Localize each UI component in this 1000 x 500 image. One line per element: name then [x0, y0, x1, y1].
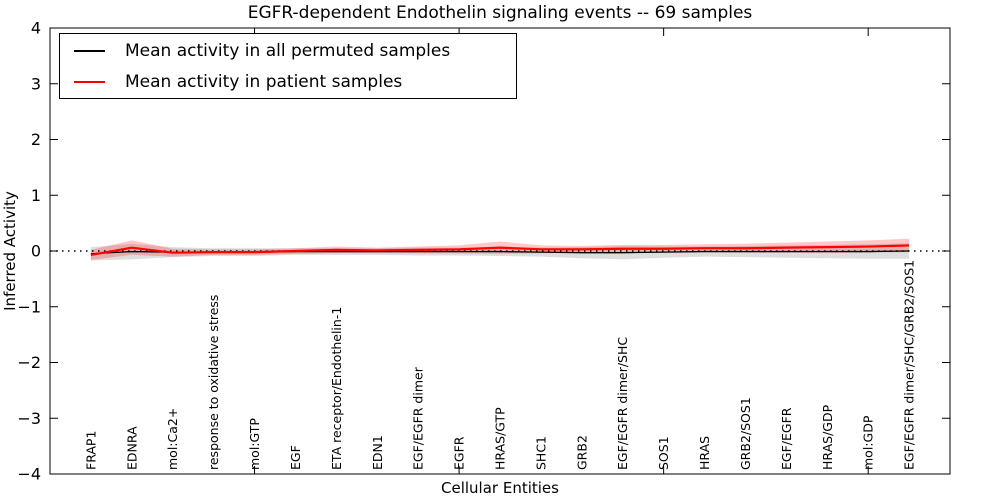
y-tick-label: 2	[31, 130, 41, 149]
x-category-label: EGF/EGFR	[779, 407, 794, 470]
x-axis-label: Cellular Entities	[441, 479, 559, 497]
permuted-line-sample-icon	[74, 49, 105, 52]
x-category-label: GRB2/SOS1	[738, 397, 753, 470]
patient-uncertainty-band	[90, 238, 910, 260]
patient-line-sample-icon	[74, 80, 105, 83]
x-category-label: mol:GTP	[247, 418, 262, 470]
x-category-label: GRB2	[574, 435, 589, 470]
x-category-label: ETA receptor/Endothelin-1	[329, 307, 344, 470]
y-tick-label: 0	[31, 242, 41, 261]
legend-item-permuted: Mean activity in all permuted samples	[60, 35, 516, 66]
x-category-label: EDN1	[370, 435, 385, 470]
patient-mean-line	[90, 244, 910, 256]
x-category-label: SOS1	[656, 436, 671, 470]
x-category-label: SHC1	[533, 436, 548, 470]
y-tick-label: −2	[17, 353, 41, 372]
x-category-label: HRAS/GTP	[493, 407, 508, 470]
x-category-label: EGF/EGFR dimer/SHC/GRB2/SOS1	[902, 260, 917, 470]
y-tick-label: −1	[17, 297, 41, 316]
x-category-label: response to oxidative stress	[206, 295, 221, 470]
x-category-label: EGF	[288, 445, 303, 470]
legend-label-patient: Mean activity in patient samples	[125, 71, 403, 92]
x-category-label: EDNRA	[124, 426, 139, 470]
y-tick-label: 3	[31, 74, 41, 93]
x-category-label: mol:GDP	[861, 415, 876, 470]
y-tick-label: 1	[31, 186, 41, 205]
y-tick-label: 4	[31, 19, 41, 38]
x-category-label: EGF/EGFR dimer/SHC	[615, 337, 630, 470]
y-tick-label: −3	[17, 409, 41, 428]
x-category-label: HRAS	[697, 436, 712, 470]
x-category-label: EGFR	[452, 436, 467, 470]
x-category-label: FRAP1	[83, 431, 98, 470]
chart-title: EGFR-dependent Endothelin signaling even…	[247, 3, 753, 23]
x-category-label: EGF/EGFR dimer	[411, 366, 426, 470]
legend-item-patient: Mean activity in patient samples	[60, 66, 516, 97]
x-category-label: HRAS/GDP	[820, 404, 835, 470]
legend-label-permuted: Mean activity in all permuted samples	[125, 40, 451, 61]
y-axis-label: Inferred Activity	[1, 191, 19, 311]
y-tick-label: −4	[17, 465, 41, 484]
x-category-label: mol:Ca2+	[165, 408, 180, 470]
legend: Mean activity in all permuted samples Me…	[59, 33, 517, 99]
